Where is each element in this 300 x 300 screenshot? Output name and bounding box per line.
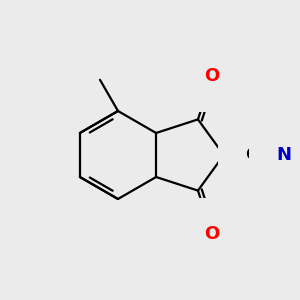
Text: C: C bbox=[245, 146, 258, 164]
Text: N: N bbox=[276, 146, 291, 164]
Text: O: O bbox=[205, 67, 220, 85]
Text: O: O bbox=[205, 225, 220, 243]
